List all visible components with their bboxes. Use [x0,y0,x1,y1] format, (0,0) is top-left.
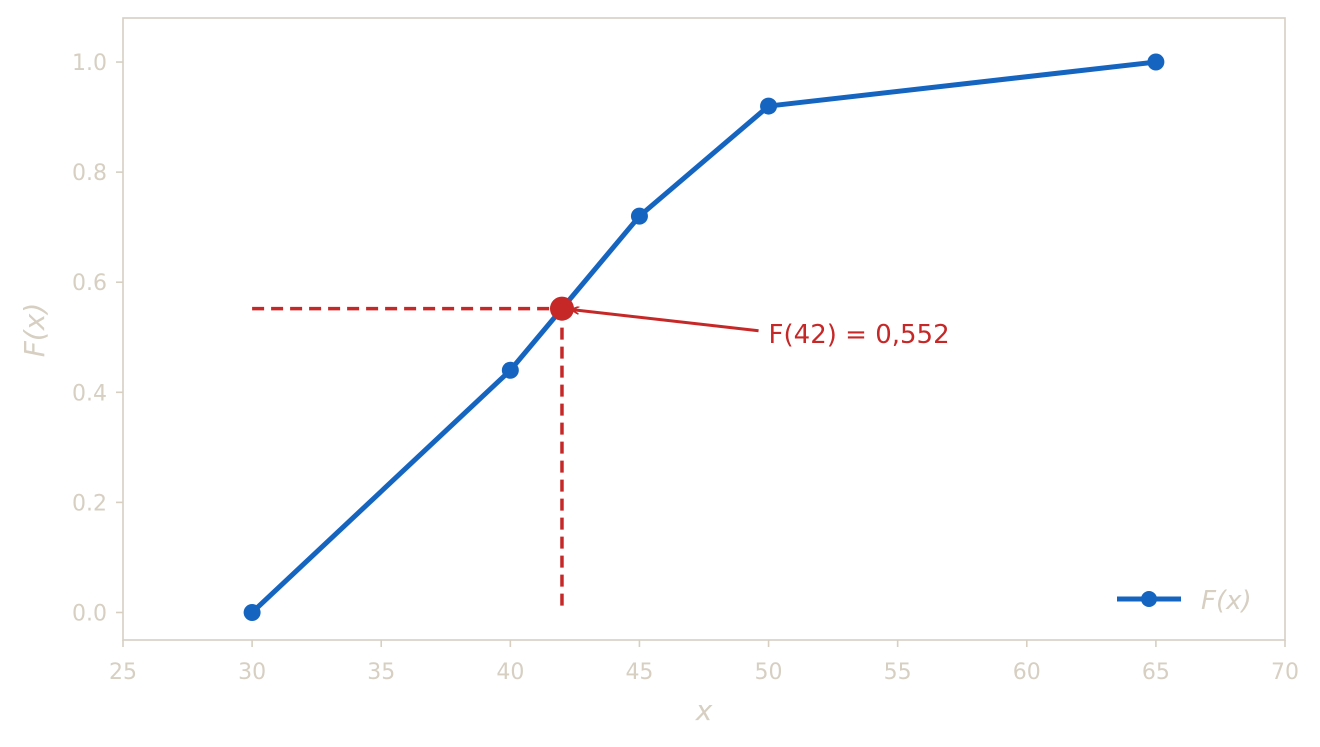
highlight-point [549,296,574,321]
legend-label: F(x) [1201,586,1252,616]
y-tick-label: 1.0 [72,51,107,76]
x-tick-label: 60 [1013,660,1041,685]
data-point [501,361,519,379]
y-tick-label: 0.4 [72,381,107,406]
annotation-arrow [572,310,759,333]
x-axis-label: x [695,694,713,727]
data-point [1147,53,1165,71]
y-tick-label: 0.0 [72,601,107,626]
data-point [630,207,648,225]
data-point [243,603,261,621]
data-point [760,97,778,115]
y-axis-label: F(x) [18,303,51,358]
x-tick-label: 70 [1271,660,1299,685]
highlight-layer: F(42) = 0,552 [549,296,950,350]
x-tick-label: 50 [755,660,783,685]
y-tick-label: 0.2 [72,491,107,516]
x-tick-label: 25 [109,660,137,685]
y-tick-label: 0.8 [72,161,107,186]
plot-frame [122,17,1286,641]
y-tick-label: 0.6 [72,271,107,296]
highlight-guides [252,306,564,613]
x-tick-label: 40 [496,660,524,685]
x-tick-label: 45 [625,660,653,685]
series-layer [243,53,1165,621]
x-tick-label: 65 [1142,660,1170,685]
y-axis-ticks: 0.0 0.2 0.4 0.6 0.8 1.0 [72,51,123,626]
x-tick-label: 30 [238,660,266,685]
x-tick-label: 55 [884,660,912,685]
legend-marker [1141,591,1157,607]
x-tick-label: 35 [367,660,395,685]
x-axis-ticks: 25 30 35 40 45 50 55 60 65 70 [109,640,1299,685]
annotation-label: F(42) = 0,552 [769,320,950,350]
series-line [249,59,1159,615]
legend: F(x) [1117,586,1252,616]
